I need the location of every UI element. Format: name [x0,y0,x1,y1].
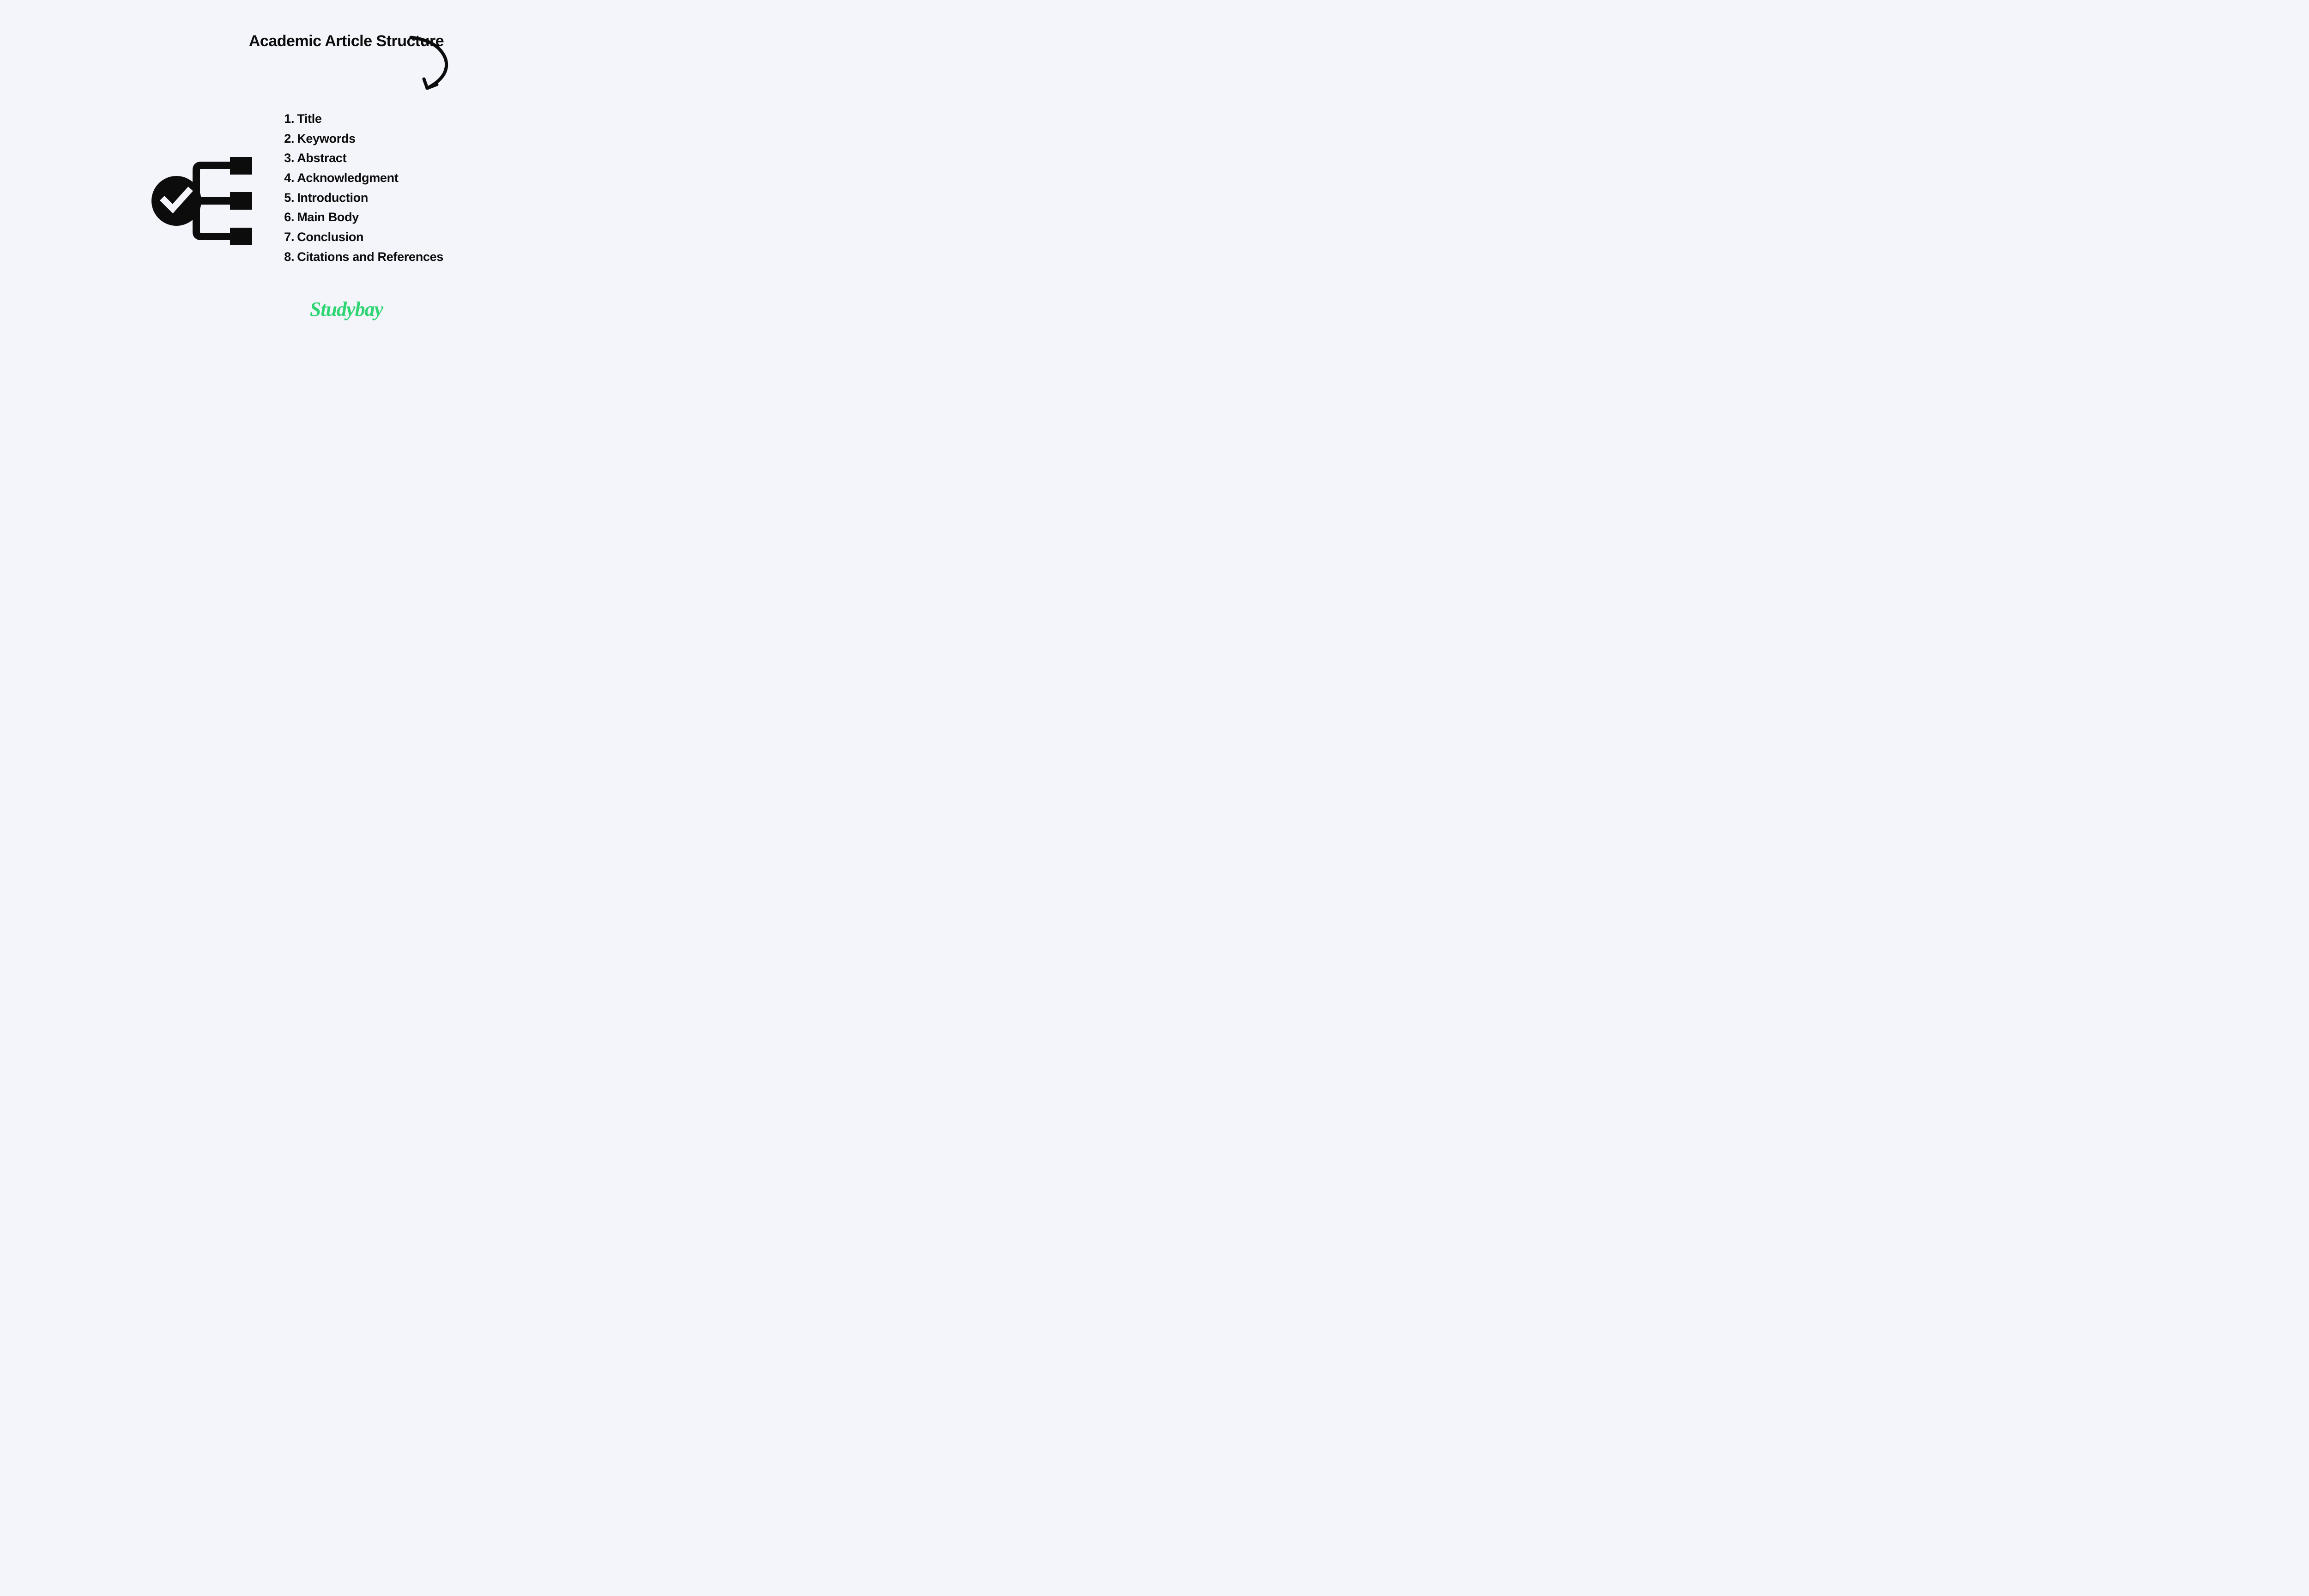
list-item: 1.Title [277,109,443,129]
list-item: 4.Acknowledgment [277,168,443,188]
list-item: 7.Conclusion [277,227,443,247]
list-item: 5.Introduction [277,188,443,208]
structure-list: 1.Title 2.Keywords 3.Abstract 4.Acknowle… [277,109,443,266]
list-item: 3.Abstract [277,148,443,168]
checkmark-branches-icon [151,148,258,254]
curved-arrow-icon [402,34,466,94]
list-item: 2.Keywords [277,129,443,149]
studybay-logo: Studybay [310,297,383,321]
list-item: 6.Main Body [277,207,443,227]
list-item: 8.Citations and References [277,247,443,267]
